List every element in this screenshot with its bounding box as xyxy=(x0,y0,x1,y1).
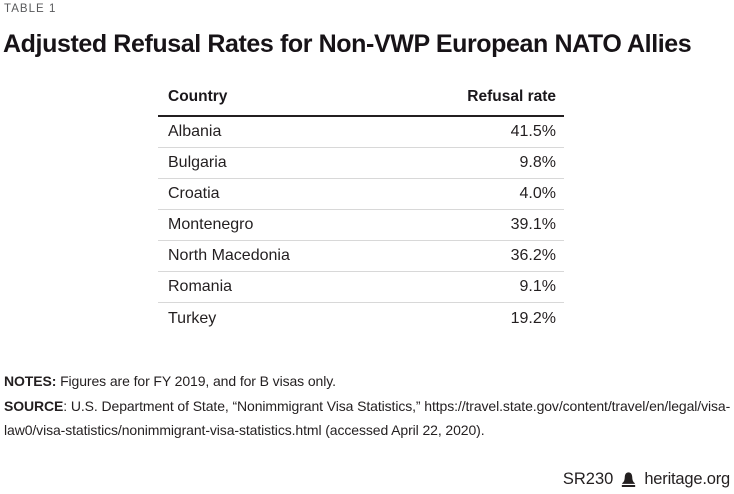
page-title: Adjusted Refusal Rates for Non-VWP Europ… xyxy=(3,30,692,58)
rate-cell: 9.1% xyxy=(519,278,556,295)
country-cell: Turkey xyxy=(168,309,217,327)
column-header-refusal-rate: Refusal rate xyxy=(467,88,556,105)
source-label: SOURCE xyxy=(4,397,64,414)
country-cell: Romania xyxy=(168,278,233,295)
rate-cell: 19.2% xyxy=(510,309,556,327)
rate-cell: 39.1% xyxy=(510,216,556,233)
report-id: SR230 xyxy=(562,470,614,488)
table-row: North Macedonia 36.2% xyxy=(158,241,564,272)
country-cell: North Macedonia xyxy=(168,247,290,264)
rate-cell: 41.5% xyxy=(510,123,556,140)
rate-cell: 36.2% xyxy=(510,247,556,264)
table-header-row: Country Refusal rate xyxy=(158,88,564,117)
country-cell: Albania xyxy=(168,123,222,140)
table-row: Albania 41.5% xyxy=(158,117,564,148)
notes-label: NOTES: xyxy=(4,373,57,389)
refusal-rates-table: Country Refusal rate Albania 41.5% Bulga… xyxy=(158,88,564,334)
country-cell: Montenegro xyxy=(168,216,254,233)
table-row: Bulgaria 9.8% xyxy=(158,148,564,179)
table-row: Croatia 4.0% xyxy=(158,179,564,210)
source-line: SOURCE: U.S. Department of State, “Nonim… xyxy=(4,394,731,443)
heritage-site-link[interactable]: heritage.org xyxy=(644,470,730,488)
table-label: TABLE 1 xyxy=(4,3,57,15)
notes-text: Figures are for FY 2019, and for B visas… xyxy=(60,373,336,389)
liberty-bell-icon xyxy=(620,471,637,488)
country-cell: Bulgaria xyxy=(168,154,227,171)
table-row: Turkey 19.2% xyxy=(158,303,564,334)
table-row: Romania 9.1% xyxy=(158,272,564,303)
rate-cell: 9.8% xyxy=(519,154,556,171)
notes-block: NOTES: Figures are for FY 2019, and for … xyxy=(4,369,731,443)
country-cell: Croatia xyxy=(168,185,220,202)
table-body: Albania 41.5% Bulgaria 9.8% Croatia 4.0%… xyxy=(158,117,564,334)
notes-line: NOTES: Figures are for FY 2019, and for … xyxy=(4,369,731,394)
source-text: : U.S. Department of State, “Nonimmigran… xyxy=(4,397,731,439)
table-row: Montenegro 39.1% xyxy=(158,210,564,241)
column-header-country: Country xyxy=(168,88,228,105)
rate-cell: 4.0% xyxy=(519,185,556,202)
footer: SR230 heritage.org xyxy=(563,470,730,489)
